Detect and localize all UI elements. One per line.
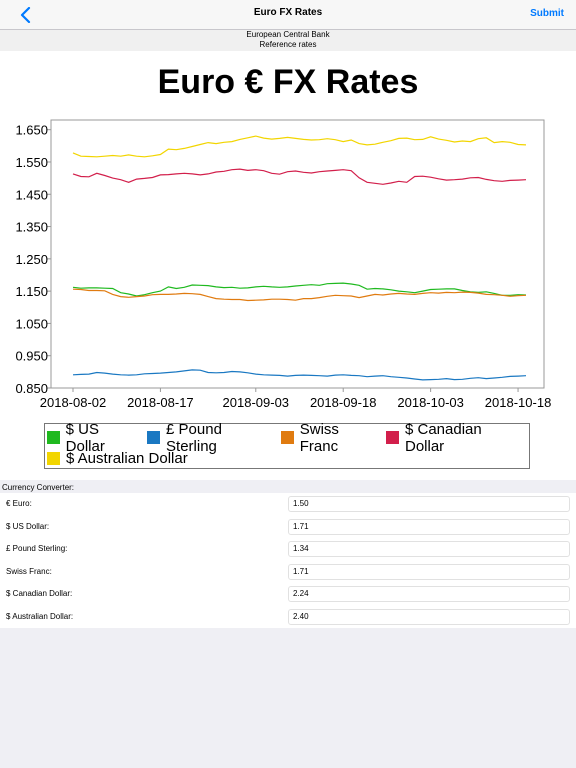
converter-input[interactable]: 2.24 (288, 586, 570, 602)
y-tick-label: 1.350 (15, 220, 48, 235)
x-tick-label: 2018-08-17 (127, 395, 194, 410)
legend-row: $ US Dollar £ Pound Sterling Swiss Franc $ … (47, 421, 529, 455)
legend-item: Swiss Franc (281, 421, 379, 455)
legend-swatch (147, 431, 161, 444)
y-tick-label: 0.950 (15, 349, 48, 364)
legend-item: £ Pound Sterling (147, 421, 274, 455)
page-title: Euro FX Rates (253, 7, 323, 18)
series-line-2 (72, 288, 527, 302)
legend-swatch (47, 431, 60, 444)
converter-input[interactable]: 1.50 (288, 496, 570, 512)
converter-label: Swiss Franc: (6, 566, 52, 576)
legend-swatch (47, 452, 60, 465)
legend-swatch (386, 431, 399, 444)
legend-label: Swiss Franc (299, 420, 339, 455)
chevron-left-icon (20, 7, 31, 23)
converter-header: Currency Converter: (0, 482, 576, 493)
legend-label: $ US Dollar (65, 420, 105, 455)
x-tick-label: 2018-10-03 (397, 395, 464, 410)
series-line-4 (72, 135, 527, 158)
chart-plot: 1.650 1.550 1.450 1.350 1.250 1.150 1.050 0.950… (15, 119, 552, 410)
plot-frame (50, 119, 545, 389)
converter-label: $ Australian Dollar: (6, 611, 74, 621)
y-tick-label: 0.850 (15, 381, 48, 396)
converter-input[interactable]: 1.71 (288, 563, 570, 580)
y-tick-label: 1.250 (15, 252, 48, 267)
converter-input[interactable]: 1.34 (288, 541, 570, 557)
fx-chart: Euro € FX Rates 1.650 1.550 1.450 1.350 1.25… (0, 51, 576, 480)
converter-label: € Euro: (6, 499, 32, 508)
y-tick-label: 1.150 (15, 284, 48, 299)
legend-item: $ US Dollar (47, 421, 140, 455)
converter-label: $ US Dollar: (6, 521, 50, 531)
source-line-1: European Central Bank (246, 30, 330, 39)
converter-row: $ Canadian Dollar: 2.24 (0, 583, 576, 606)
series-line-3 (72, 168, 527, 185)
converter-row: £ Pound Sterling: 1.34 (0, 538, 576, 561)
legend-label: £ Pound Sterling (166, 420, 222, 455)
source-line-2: Reference rates (259, 40, 317, 49)
y-tick-label: 1.050 (15, 316, 48, 331)
back-button[interactable] (16, 5, 36, 25)
legend-item: $ Australian Dollar (47, 450, 188, 467)
legend-label: $ Canadian Dollar (404, 420, 482, 455)
submit-button[interactable]: Submit (530, 8, 564, 19)
converter-row: $ US Dollar: 1.71 (0, 516, 576, 539)
x-tick-label: 2018-09-03 (223, 395, 290, 410)
converter-row: $ Australian Dollar: 2.40 (0, 606, 576, 629)
currency-converter: Currency Converter: € Euro: 1.50 $ US Doll… (0, 482, 576, 628)
legend-item: $ Canadian Dollar (386, 421, 522, 455)
converter-row: € Euro: 1.50 (0, 493, 576, 516)
x-tick-label: 2018-08-02 (40, 395, 107, 410)
x-tick-label: 2018-09-18 (310, 395, 377, 410)
navigation-bar: Euro FX Rates Submit (0, 0, 576, 30)
source-caption: European Central Bank Reference rates (0, 30, 576, 51)
converter-input[interactable]: 2.40 (288, 608, 570, 625)
converter-label: $ Canadian Dollar: (6, 589, 73, 598)
legend-row: $ Australian Dollar (47, 448, 529, 469)
series-line-1 (72, 369, 527, 381)
y-tick-label: 1.450 (15, 187, 48, 202)
x-tick-label: 2018-10-18 (485, 395, 552, 410)
legend-label: $ Australian Dollar (66, 450, 188, 467)
converter-row: Swiss Franc: 1.71 (0, 561, 576, 584)
legend-swatch (281, 431, 294, 444)
y-tick-label: 1.550 (15, 155, 48, 170)
chart-legend: $ US Dollar £ Pound Sterling Swiss Franc $ … (44, 421, 530, 469)
converter-input[interactable]: 1.71 (288, 518, 570, 535)
y-tick-label: 1.650 (15, 123, 48, 138)
series-line-0 (72, 282, 527, 297)
converter-label: £ Pound Sterling: (6, 544, 68, 553)
chart-title: Euro € FX Rates (157, 63, 419, 101)
